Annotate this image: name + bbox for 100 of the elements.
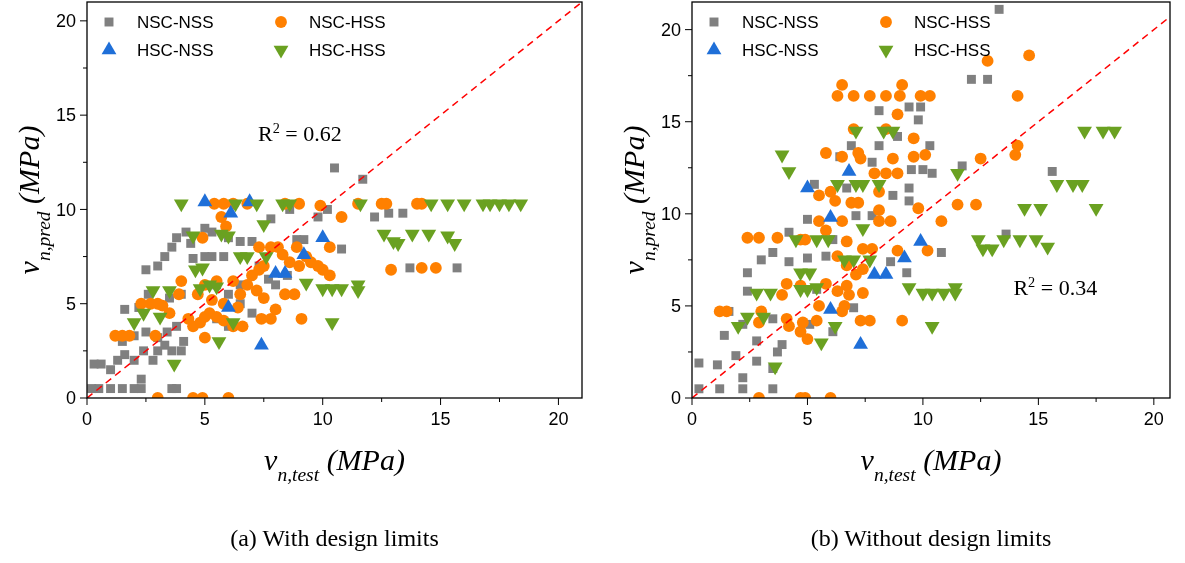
point — [756, 255, 766, 265]
point — [846, 255, 862, 269]
point — [784, 257, 794, 267]
y-tick-label: 0 — [670, 388, 681, 409]
point — [185, 231, 201, 245]
point — [913, 115, 923, 125]
point — [1017, 204, 1032, 217]
point — [756, 312, 771, 326]
point — [820, 235, 836, 249]
point — [404, 229, 420, 243]
point — [984, 244, 1000, 258]
point — [447, 239, 463, 252]
point — [1077, 126, 1092, 140]
point — [904, 183, 914, 193]
point — [730, 321, 746, 335]
y-tick-label: 5 — [65, 294, 76, 315]
point — [282, 199, 298, 213]
annotation: R$^{2}$ = 0.34 — [1013, 274, 1098, 301]
point — [136, 308, 151, 322]
point — [871, 180, 887, 193]
point — [715, 384, 725, 394]
point — [1088, 204, 1104, 217]
point — [740, 312, 755, 326]
point — [821, 251, 831, 261]
point — [324, 318, 340, 332]
point — [885, 126, 901, 140]
point — [192, 284, 208, 298]
point — [249, 199, 265, 213]
point — [162, 286, 177, 300]
point — [901, 283, 917, 297]
point — [874, 106, 884, 116]
point — [763, 288, 778, 302]
point — [1047, 166, 1057, 176]
x-tick-label: 0 — [686, 409, 698, 429]
point — [809, 179, 819, 189]
point — [902, 268, 912, 278]
x-tick-label: 0 — [81, 409, 93, 429]
text: (b) Without design limits — [810, 525, 1052, 551]
text: (a) With design limits — [230, 525, 439, 551]
point — [774, 150, 790, 164]
point — [802, 268, 818, 282]
point — [211, 337, 227, 350]
legend-label: NSC-HSS — [914, 12, 991, 32]
point — [788, 235, 804, 249]
point — [719, 330, 729, 340]
point — [781, 167, 797, 180]
point — [888, 190, 898, 200]
legend-label: HSC-HSS — [309, 40, 386, 60]
point — [738, 384, 748, 394]
point — [421, 229, 437, 243]
point — [924, 288, 940, 302]
point — [440, 199, 456, 213]
point — [886, 257, 896, 267]
point — [768, 314, 778, 324]
point — [1107, 126, 1122, 140]
x-axis-title: v$_{n,test}$ (MPa) — [264, 443, 405, 485]
point — [195, 263, 210, 277]
point — [855, 224, 871, 238]
point — [145, 286, 161, 300]
point — [423, 199, 439, 213]
point — [848, 126, 864, 140]
point — [152, 312, 168, 326]
point — [334, 284, 349, 298]
point — [802, 253, 812, 263]
point — [1012, 235, 1028, 249]
point — [927, 168, 937, 178]
x-tick-label: 15 — [430, 409, 451, 429]
point — [996, 235, 1012, 249]
point — [947, 288, 963, 302]
point — [936, 248, 946, 257]
legend-label: NSC-HSS — [309, 12, 386, 32]
point — [513, 199, 529, 213]
point — [924, 321, 940, 335]
point — [813, 338, 829, 352]
point — [752, 336, 762, 346]
point — [239, 252, 255, 266]
point — [694, 358, 704, 368]
y-tick-label: 20 — [660, 19, 681, 40]
legend-label: HSC-NSS — [137, 40, 214, 60]
legend-label: NSC-NSS — [742, 12, 819, 32]
point — [925, 141, 935, 151]
y-tick-label: 20 — [55, 11, 76, 32]
x-tick-label: 10 — [912, 409, 933, 429]
point — [353, 199, 368, 213]
point — [957, 161, 967, 171]
x-tick-label: 20 — [1143, 409, 1164, 429]
point — [950, 169, 965, 182]
point — [842, 183, 852, 193]
point — [1040, 242, 1056, 256]
point — [994, 4, 1004, 14]
point — [1095, 126, 1111, 140]
point — [827, 321, 843, 335]
point — [849, 303, 859, 313]
point — [809, 235, 825, 249]
point — [731, 351, 741, 361]
x-tick-label: 10 — [312, 409, 333, 429]
y-tick-label: 5 — [670, 296, 681, 317]
legend-label: HSC-HSS — [914, 40, 991, 60]
point — [1033, 204, 1049, 217]
point — [768, 384, 778, 394]
